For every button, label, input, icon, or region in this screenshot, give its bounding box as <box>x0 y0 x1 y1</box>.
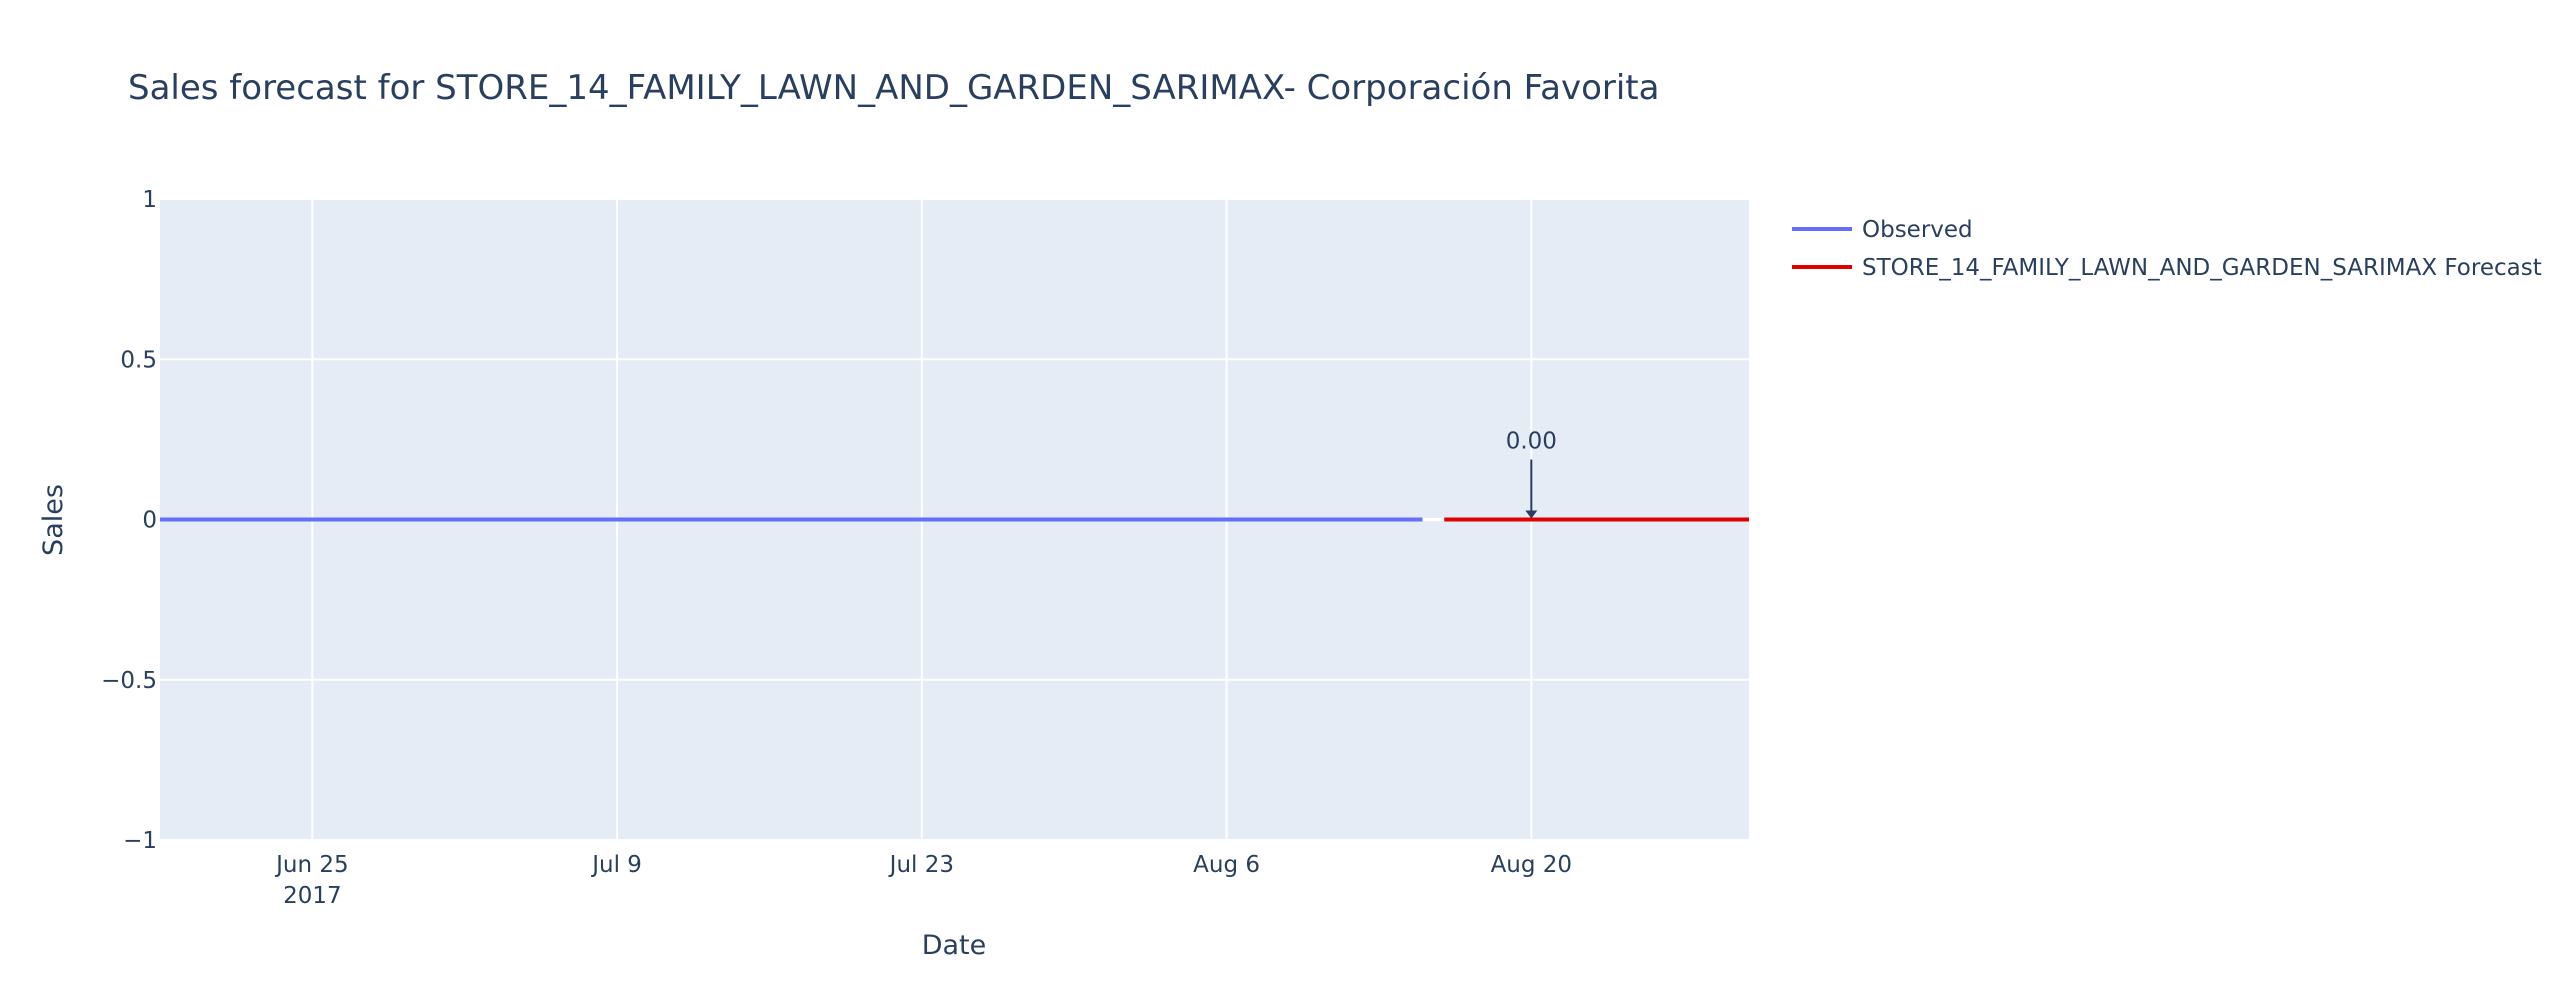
y-tick-label: −0.5 <box>101 668 157 694</box>
y-tick-label: −1 <box>123 828 157 854</box>
legend: Observed STORE_14_FAMILY_LAWN_AND_GARDEN_… <box>1792 217 2542 281</box>
y-axis-ticks: 1 0.5 0 −0.5 −1 <box>101 187 157 854</box>
y-tick-label: 1 <box>142 187 157 213</box>
x-tick-label: Jun 25 <box>274 852 349 878</box>
legend-label-observed: Observed <box>1862 217 1973 243</box>
x-tick-label: Aug 6 <box>1193 852 1260 878</box>
x-tick-label: Jul 9 <box>590 852 642 878</box>
x-tick-year-label: 2017 <box>283 883 342 909</box>
annotation-label: 0.00 <box>1506 429 1557 455</box>
x-tick-label: Jul 23 <box>888 852 954 878</box>
annotation-arrow-head <box>1525 510 1538 519</box>
y-tick-label: 0.5 <box>120 347 157 373</box>
legend-label-forecast: STORE_14_FAMILY_LAWN_AND_GARDEN_SARIMAX … <box>1862 255 2542 281</box>
annotations: 0.00 <box>1506 429 1557 519</box>
chart-title: Sales forecast for STORE_14_FAMILY_LAWN_… <box>128 68 1659 108</box>
x-tick-label: Aug 20 <box>1491 852 1573 878</box>
y-tick-label: 0 <box>142 508 157 534</box>
y-axis-title: Sales <box>38 484 69 556</box>
x-axis-title: Date <box>922 930 987 961</box>
x-axis-ticks: Jun 25 2017 Jul 9 Jul 23 Aug 6 Aug 20 <box>274 852 1572 909</box>
